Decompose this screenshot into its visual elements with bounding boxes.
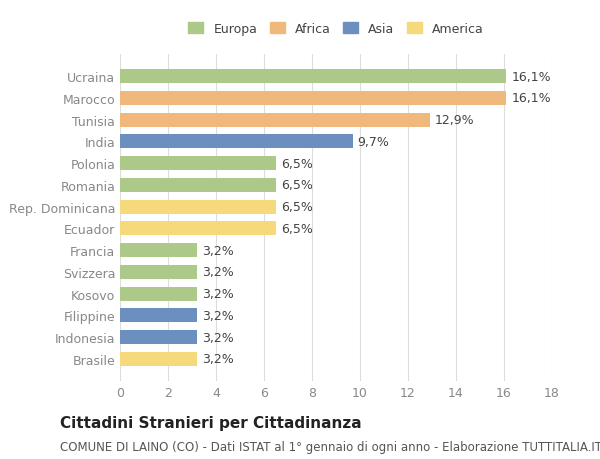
Bar — [120, 92, 506, 106]
Bar — [120, 113, 430, 128]
Bar — [120, 179, 276, 192]
Text: 16,1%: 16,1% — [511, 92, 551, 105]
Text: 12,9%: 12,9% — [434, 114, 474, 127]
Bar — [120, 265, 197, 280]
Bar — [120, 244, 197, 257]
Bar — [120, 352, 197, 366]
Text: COMUNE DI LAINO (CO) - Dati ISTAT al 1° gennaio di ogni anno - Elaborazione TUTT: COMUNE DI LAINO (CO) - Dati ISTAT al 1° … — [60, 440, 600, 453]
Text: 3,2%: 3,2% — [202, 353, 233, 365]
Bar — [120, 222, 276, 236]
Text: 6,5%: 6,5% — [281, 201, 313, 213]
Text: 3,2%: 3,2% — [202, 266, 233, 279]
Bar — [120, 287, 197, 301]
Bar — [120, 200, 276, 214]
Bar — [120, 157, 276, 171]
Bar — [120, 308, 197, 323]
Bar — [120, 330, 197, 344]
Text: 3,2%: 3,2% — [202, 309, 233, 322]
Legend: Europa, Africa, Asia, America: Europa, Africa, Asia, America — [185, 19, 487, 39]
Text: 3,2%: 3,2% — [202, 244, 233, 257]
Text: 9,7%: 9,7% — [358, 135, 389, 149]
Text: 16,1%: 16,1% — [511, 71, 551, 84]
Text: 3,2%: 3,2% — [202, 287, 233, 301]
Text: 6,5%: 6,5% — [281, 223, 313, 235]
Bar — [120, 70, 506, 84]
Text: Cittadini Stranieri per Cittadinanza: Cittadini Stranieri per Cittadinanza — [60, 415, 362, 430]
Text: 3,2%: 3,2% — [202, 331, 233, 344]
Bar — [120, 135, 353, 149]
Text: 6,5%: 6,5% — [281, 157, 313, 170]
Text: 6,5%: 6,5% — [281, 179, 313, 192]
